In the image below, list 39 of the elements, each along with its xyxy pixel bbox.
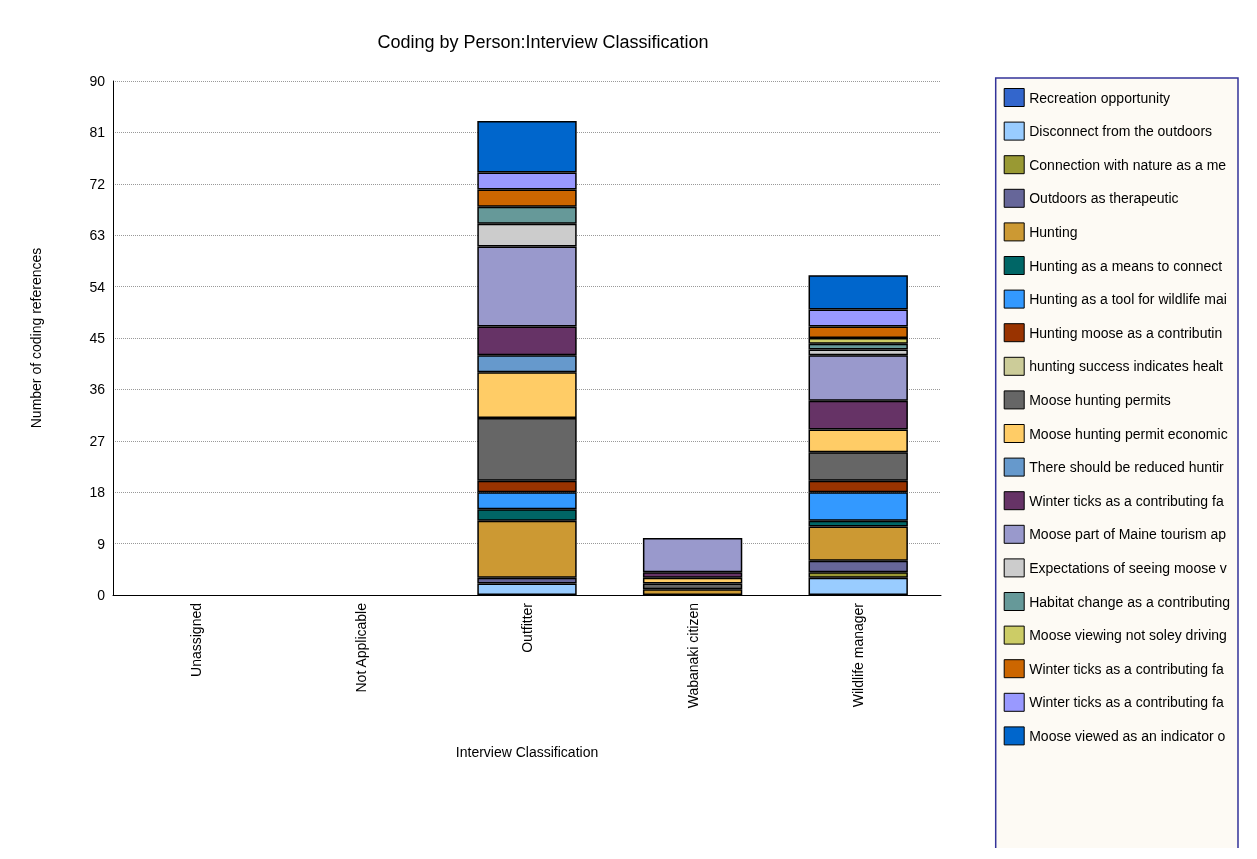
- y-tick-label: 72: [89, 175, 106, 192]
- chart-title: Coding by Person:Interview Classification: [377, 32, 709, 52]
- legend-label: Moose part of Maine tourism ap: [1029, 526, 1227, 543]
- legend-label: Connection with nature as a me: [1029, 156, 1227, 173]
- y-tick-label: 0: [97, 587, 106, 603]
- legend-label: Hunting moose as a contributin: [1029, 324, 1223, 341]
- legend-label: Hunting as a tool for wildlife mai: [1029, 291, 1227, 308]
- y-tick-label: 9: [97, 535, 106, 552]
- legend-label: Hunting as a means to connect: [1029, 257, 1223, 274]
- x-axis-title: Interview Classification: [455, 744, 599, 760]
- y-tick-label: 90: [89, 73, 106, 89]
- legend-label: Outdoors as therapeutic: [1029, 190, 1179, 207]
- y-tick-label: 45: [89, 330, 106, 346]
- y-tick-label: 54: [89, 278, 106, 295]
- legend-label: hunting success indicates healt: [1029, 358, 1224, 375]
- legend-label: Winter ticks as a contributing fa: [1029, 694, 1224, 711]
- x-tick-label: Wildlife manager: [850, 602, 867, 708]
- legend-label: Habitat change as a contributing: [1029, 593, 1231, 610]
- y-tick-label: 63: [89, 227, 106, 244]
- legend-label: Hunting: [1029, 223, 1078, 240]
- legend-label: Moose hunting permit economic: [1029, 425, 1228, 442]
- x-tick-label: Not Applicable: [353, 602, 370, 693]
- y-tick-label: 36: [89, 381, 106, 398]
- legend-label: Winter ticks as a contributing fa: [1029, 492, 1224, 509]
- y-tick-label: 27: [89, 432, 106, 449]
- legend-label: Recreation opportunity: [1029, 89, 1171, 106]
- legend-label: Moose viewed as an indicator o: [1029, 727, 1226, 744]
- x-tick-label: Wabanaki citizen: [684, 603, 701, 709]
- legend-label: Disconnect from the outdoors: [1029, 123, 1213, 140]
- y-axis-title: Number of coding references: [28, 247, 44, 429]
- y-tick-label: 18: [89, 484, 106, 501]
- x-tick-label: Unassigned: [187, 603, 204, 677]
- x-tick-label: Outfitter: [519, 602, 535, 653]
- legend-label: There should be reduced huntir: [1029, 459, 1225, 476]
- legend-label: Expectations of seeing moose v: [1029, 559, 1227, 576]
- y-tick-label: 81: [89, 124, 106, 141]
- legend-label: Winter ticks as a contributing fa: [1029, 660, 1224, 677]
- legend-label: Moose hunting permits: [1029, 391, 1171, 408]
- legend-label: Moose viewing not soley driving: [1029, 627, 1227, 644]
